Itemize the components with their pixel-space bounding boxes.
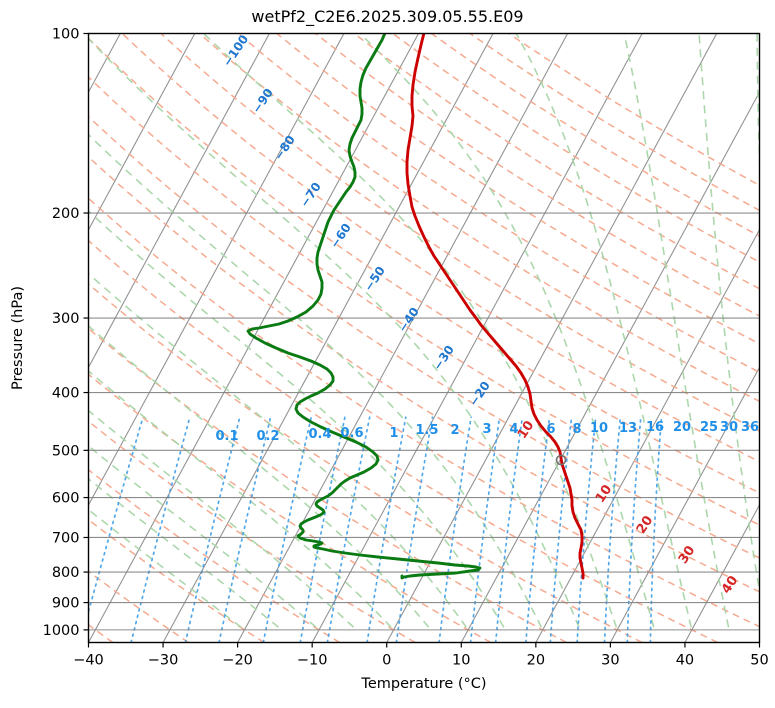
x-tick-label-5: 10	[452, 653, 470, 669]
axes: −40 −30 −20 −10 0 10 20 30 40 5010020030040050060…	[43, 27, 769, 669]
mixing-ratio-label-1: 0.2	[256, 429, 279, 444]
y-tick-label-6: 700	[52, 530, 80, 546]
y-tick-label-8: 900	[52, 596, 80, 612]
x-tick-label-9: 50	[750, 653, 768, 669]
background-gridlines	[88, 33, 760, 643]
y-tick-label-3: 400	[52, 386, 80, 402]
mixing-ratio-label-16: 30	[720, 420, 738, 435]
x-tick-label-0: −40	[73, 653, 104, 669]
mixing-ratio-label-0: 0.1	[215, 429, 238, 444]
lcl-circle-marker	[555, 454, 567, 466]
mixing-ratio-label-15: 25	[700, 420, 718, 435]
mixing-ratio-label-12: 13	[619, 421, 637, 436]
lcl-marker	[555, 454, 567, 466]
x-tick-label-4: 0	[382, 653, 391, 669]
y-tick-label-9: 1000	[43, 623, 80, 639]
mixing-ratio-label-3: 0.6	[340, 426, 363, 441]
mixing-ratio-label-8: 4	[509, 422, 518, 437]
y-tick-label-0: 100	[52, 27, 80, 43]
plot-frame	[87, 32, 761, 644]
mixing-ratio-label-7: 3	[482, 422, 491, 437]
mixing-ratio-label-6: 2	[450, 423, 459, 438]
mixing-ratio-label-4: 1	[389, 426, 398, 441]
mixing-ratio-labels: 0.1 0.2 0.4 0.6 1 1.5 2 3 4 6 8 10 13 16 20 25 30 36	[215, 420, 759, 444]
mixing-ratio-label-13: 16	[646, 420, 664, 435]
y-tick-label-1: 200	[52, 206, 80, 222]
mixing-ratio-label-9: 6	[546, 422, 555, 437]
x-axis-label: Temperature (°C)	[360, 676, 486, 692]
y-tick-label-7: 800	[52, 565, 80, 581]
mixing-ratio-label-10: 8	[572, 422, 581, 437]
page-title: wetPf2_C2E6.2025.309.05.55.E09	[251, 7, 523, 27]
x-tick-label-8: 40	[676, 653, 694, 669]
mixing-ratio-label-17: 36	[741, 420, 759, 435]
sounding-profiles	[246, 33, 585, 580]
mixing-ratio-label-2: 0.4	[308, 427, 331, 442]
mixing-ratio-label-5: 1.5	[415, 423, 438, 438]
dewpoint-profile	[246, 33, 482, 580]
y-tick-label-4: 500	[52, 443, 80, 459]
x-tick-label-1: −30	[148, 653, 179, 669]
mixing-ratio-label-14: 20	[673, 420, 691, 435]
mixing-ratio-label-11: 10	[590, 421, 608, 436]
y-tick-label-2: 300	[52, 311, 80, 327]
x-tick-label-6: 20	[527, 653, 545, 669]
y-tick-label-5: 600	[52, 491, 80, 507]
x-tick-label-7: 30	[601, 653, 619, 669]
x-tick-label-3: −10	[297, 653, 328, 669]
y-axis-label: Pressure (hPa)	[10, 286, 26, 390]
temperature-profile	[405, 33, 585, 580]
x-tick-label-2: −20	[222, 653, 253, 669]
